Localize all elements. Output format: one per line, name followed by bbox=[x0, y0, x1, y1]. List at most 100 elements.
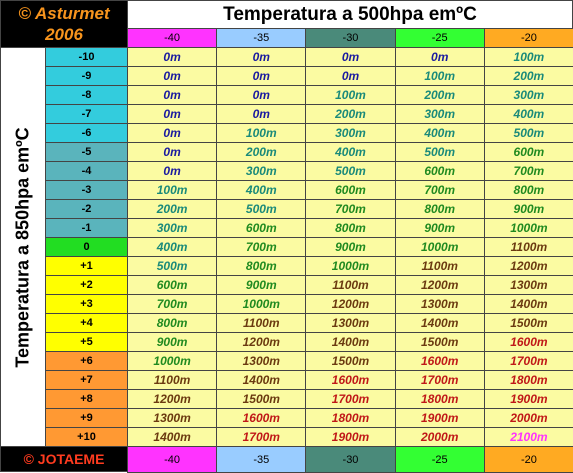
row-header: +1 bbox=[45, 256, 128, 276]
value-cell: 800m bbox=[216, 256, 307, 276]
value-cell: 2000m bbox=[394, 427, 485, 447]
row-header: +7 bbox=[45, 370, 128, 390]
value-cell: 1500m bbox=[483, 313, 573, 333]
value-cell: 1600m bbox=[394, 351, 485, 371]
value-cell: 1900m bbox=[305, 427, 396, 447]
value-cell: 400m bbox=[483, 104, 573, 124]
value-cell: 1300m bbox=[127, 408, 218, 428]
value-cell: 1600m bbox=[305, 370, 396, 390]
value-cell: 1400m bbox=[394, 313, 485, 333]
value-cell: 0m bbox=[127, 123, 218, 143]
value-cell: 200m bbox=[305, 104, 396, 124]
value-cell: 1500m bbox=[394, 332, 485, 352]
value-cell: 1600m bbox=[216, 408, 307, 428]
value-cell: 1300m bbox=[483, 275, 573, 295]
row-header: +3 bbox=[45, 294, 128, 314]
value-cell: 500m bbox=[216, 199, 307, 219]
value-cell: 1100m bbox=[127, 370, 218, 390]
column-header: -20 bbox=[483, 28, 573, 48]
value-cell: 1600m bbox=[483, 332, 573, 352]
side-label-text: Temperatura a 850hpa emºC bbox=[12, 126, 33, 368]
value-cell: 1700m bbox=[305, 389, 396, 409]
value-cell: 900m bbox=[394, 218, 485, 238]
row-header: -5 bbox=[45, 142, 128, 162]
value-cell: 700m bbox=[127, 294, 218, 314]
value-cell: 1500m bbox=[305, 351, 396, 371]
row-header: -7 bbox=[45, 104, 128, 124]
row-header: -10 bbox=[45, 47, 128, 67]
value-cell: 500m bbox=[483, 123, 573, 143]
value-cell: 1700m bbox=[394, 370, 485, 390]
row-header: +9 bbox=[45, 408, 128, 428]
value-cell: 2100m bbox=[483, 427, 573, 447]
value-cell: 700m bbox=[394, 180, 485, 200]
value-cell: 0m bbox=[216, 85, 307, 105]
footer-column: -35 bbox=[216, 446, 307, 473]
row-header: +4 bbox=[45, 313, 128, 333]
value-cell: 600m bbox=[127, 275, 218, 295]
value-cell: 0m bbox=[127, 66, 218, 86]
corner-title: © Asturmet bbox=[18, 4, 110, 23]
value-cell: 0m bbox=[216, 47, 307, 67]
value-cell: 0m bbox=[127, 104, 218, 124]
side-label: Temperatura a 850hpa emºC bbox=[0, 47, 46, 447]
value-cell: 300m bbox=[127, 218, 218, 238]
value-cell: 1300m bbox=[216, 351, 307, 371]
value-cell: 700m bbox=[483, 161, 573, 181]
value-cell: 1800m bbox=[305, 408, 396, 428]
footer-column: -30 bbox=[305, 446, 396, 473]
value-cell: 1200m bbox=[305, 294, 396, 314]
value-cell: 1800m bbox=[483, 370, 573, 390]
value-cell: 2000m bbox=[483, 408, 573, 428]
value-cell: 400m bbox=[305, 142, 396, 162]
value-cell: 600m bbox=[216, 218, 307, 238]
value-cell: 500m bbox=[394, 142, 485, 162]
value-cell: 1100m bbox=[305, 275, 396, 295]
footer-column: -40 bbox=[127, 446, 218, 473]
value-cell: 1400m bbox=[216, 370, 307, 390]
footer-credit: © JOTAEME bbox=[0, 446, 128, 472]
row-header: +2 bbox=[45, 275, 128, 295]
corner-year: 2006 bbox=[45, 25, 83, 44]
value-cell: 200m bbox=[483, 66, 573, 86]
value-cell: 800m bbox=[127, 313, 218, 333]
row-header: -2 bbox=[45, 199, 128, 219]
row-header: -8 bbox=[45, 85, 128, 105]
value-cell: 1300m bbox=[305, 313, 396, 333]
value-cell: 1100m bbox=[394, 256, 485, 276]
value-cell: 0m bbox=[216, 66, 307, 86]
value-cell: 300m bbox=[483, 85, 573, 105]
value-cell: 0m bbox=[305, 47, 396, 67]
value-cell: 800m bbox=[483, 180, 573, 200]
value-cell: 1400m bbox=[483, 294, 573, 314]
value-cell: 400m bbox=[216, 180, 307, 200]
value-cell: 900m bbox=[216, 275, 307, 295]
value-cell: 1200m bbox=[394, 275, 485, 295]
column-header: -40 bbox=[127, 28, 218, 48]
row-header: +6 bbox=[45, 351, 128, 371]
value-cell: 1100m bbox=[483, 237, 573, 257]
header-title-text: Temperatura a 500hpa emºC bbox=[223, 3, 477, 25]
value-cell: 1000m bbox=[483, 218, 573, 238]
row-header: -6 bbox=[45, 123, 128, 143]
value-cell: 0m bbox=[127, 85, 218, 105]
value-cell: 0m bbox=[305, 66, 396, 86]
value-cell: 800m bbox=[305, 218, 396, 238]
value-cell: 200m bbox=[127, 199, 218, 219]
value-cell: 1400m bbox=[127, 427, 218, 447]
value-cell: 1900m bbox=[394, 408, 485, 428]
value-cell: 900m bbox=[127, 332, 218, 352]
value-cell: 100m bbox=[394, 66, 485, 86]
value-cell: 200m bbox=[394, 85, 485, 105]
row-header: 0 bbox=[45, 237, 128, 257]
value-cell: 100m bbox=[216, 123, 307, 143]
value-cell: 500m bbox=[127, 256, 218, 276]
value-cell: 1100m bbox=[216, 313, 307, 333]
row-header: -4 bbox=[45, 161, 128, 181]
footer-column: -25 bbox=[394, 446, 485, 473]
value-cell: 1700m bbox=[216, 427, 307, 447]
value-cell: 100m bbox=[127, 180, 218, 200]
row-header: +8 bbox=[45, 389, 128, 409]
value-cell: 0m bbox=[394, 47, 485, 67]
